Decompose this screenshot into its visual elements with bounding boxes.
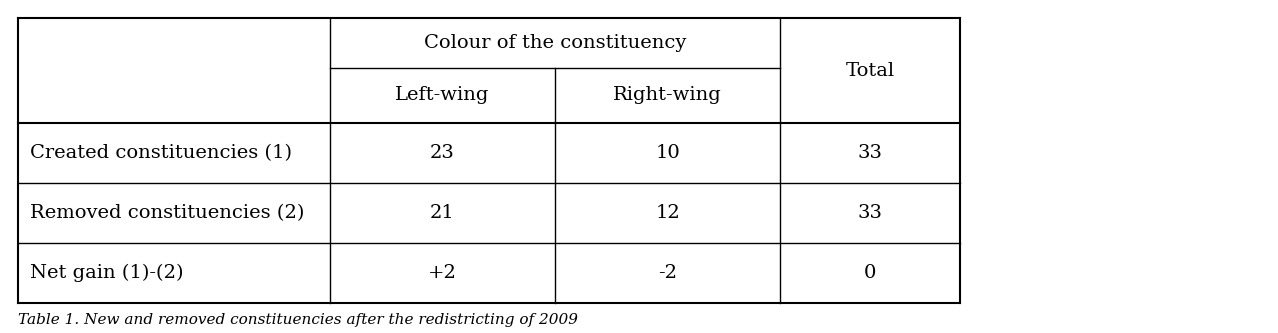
Text: Created constituencies (1): Created constituencies (1) [29, 144, 291, 162]
Text: Total: Total [846, 62, 895, 80]
Text: 12: 12 [656, 204, 680, 222]
Text: Right-wing: Right-wing [613, 87, 722, 105]
Text: -2: -2 [658, 264, 677, 282]
Text: 23: 23 [431, 144, 455, 162]
Text: +2: +2 [428, 264, 458, 282]
Text: 33: 33 [858, 204, 883, 222]
Text: 0: 0 [864, 264, 877, 282]
Text: Colour of the constituency: Colour of the constituency [424, 34, 686, 52]
Text: Net gain (1)-(2): Net gain (1)-(2) [29, 264, 184, 282]
Text: 33: 33 [858, 144, 883, 162]
Text: Removed constituencies (2): Removed constituencies (2) [29, 204, 304, 222]
Text: Left-wing: Left-wing [395, 87, 489, 105]
Text: 10: 10 [656, 144, 680, 162]
Text: 21: 21 [431, 204, 455, 222]
Text: Table 1. New and removed constituencies after the redistricting of 2009: Table 1. New and removed constituencies … [18, 313, 578, 327]
